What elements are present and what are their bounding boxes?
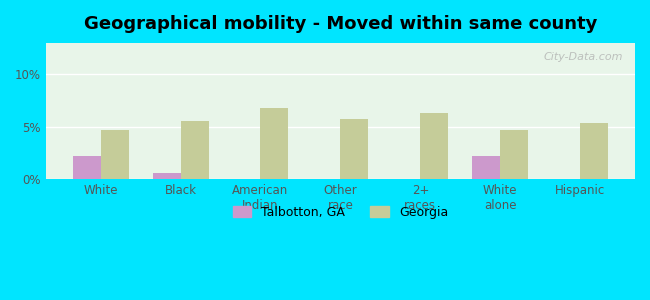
Text: City-Data.com: City-Data.com bbox=[543, 52, 623, 62]
Bar bbox=[580, 123, 608, 179]
Bar bbox=[500, 130, 528, 179]
Bar bbox=[73, 156, 101, 179]
Legend: Talbotton, GA, Georgia: Talbotton, GA, Georgia bbox=[226, 200, 454, 225]
Bar bbox=[101, 130, 129, 179]
Title: Geographical mobility - Moved within same county: Geographical mobility - Moved within sam… bbox=[84, 15, 597, 33]
Bar bbox=[181, 121, 209, 179]
Bar bbox=[153, 173, 181, 179]
Bar bbox=[341, 118, 369, 179]
Bar bbox=[421, 113, 448, 179]
Bar bbox=[261, 108, 289, 179]
Bar bbox=[473, 156, 501, 179]
